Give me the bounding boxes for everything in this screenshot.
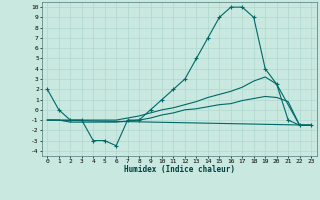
X-axis label: Humidex (Indice chaleur): Humidex (Indice chaleur) [124,165,235,174]
